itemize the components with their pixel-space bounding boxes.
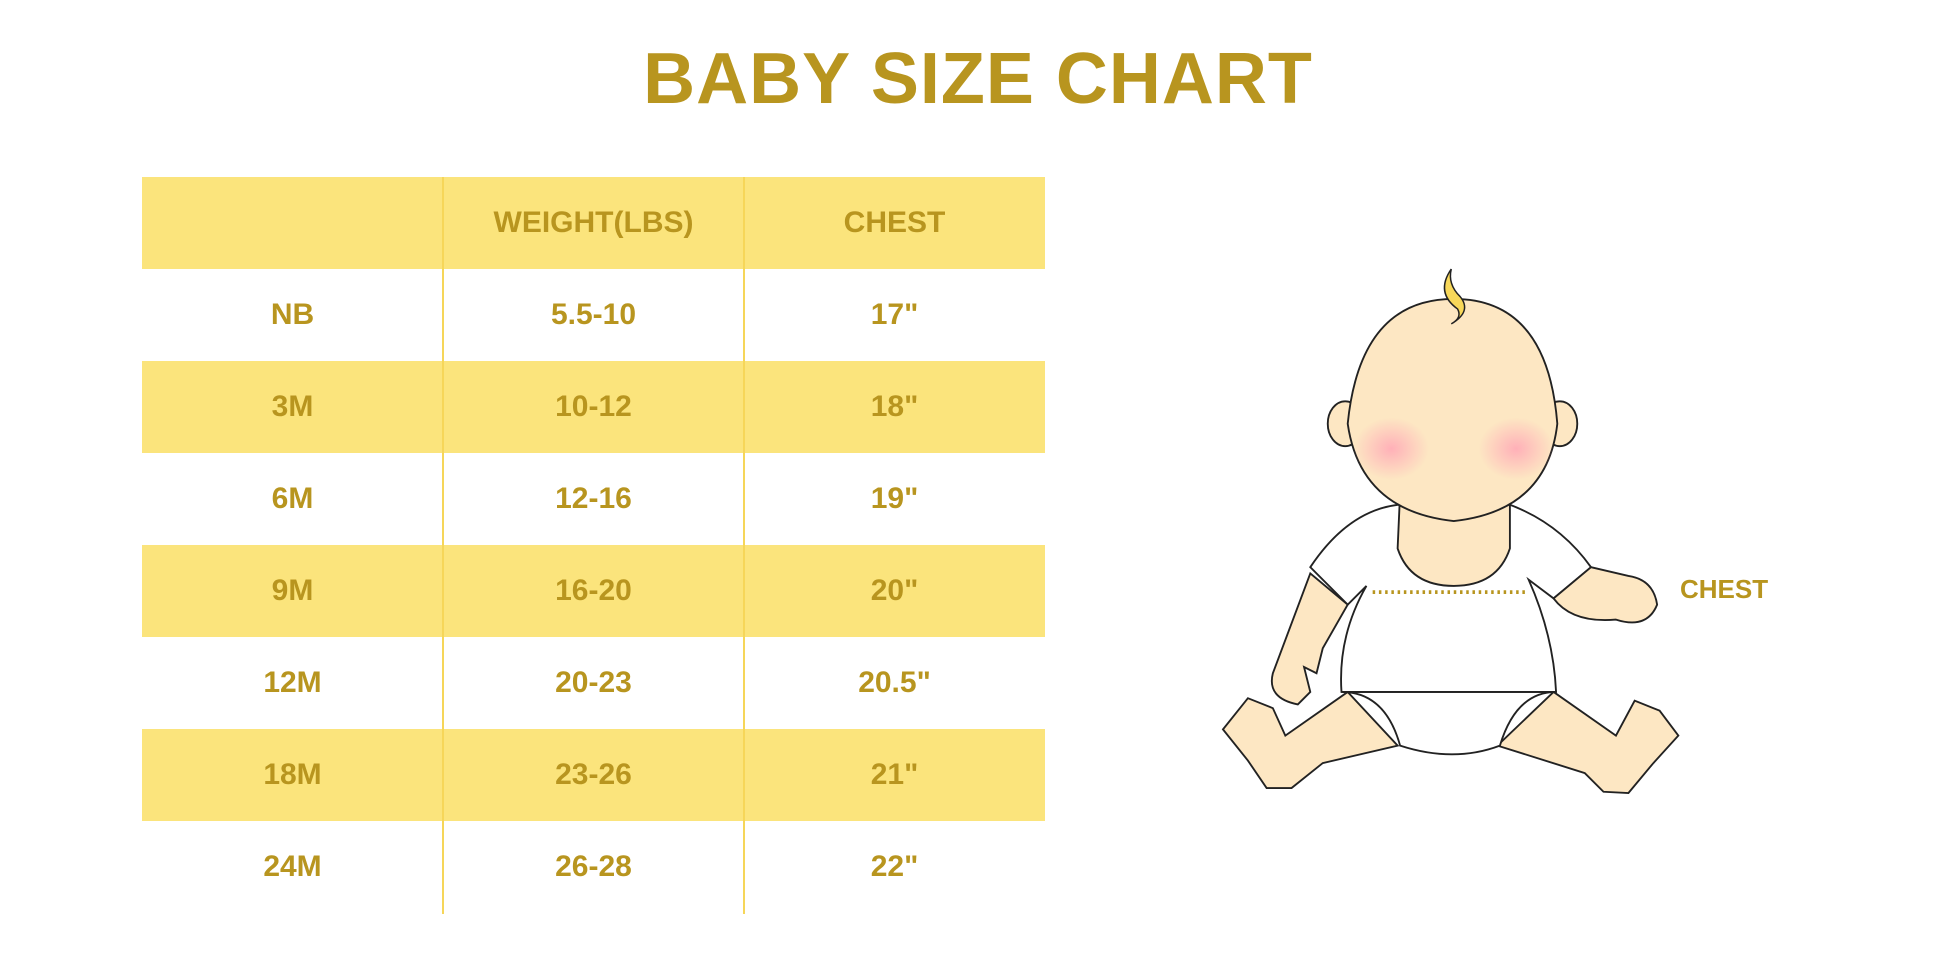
chest-cell: 20.5" <box>858 666 931 699</box>
size-cell: 12M <box>263 666 322 699</box>
chest-cell: 17" <box>870 298 919 331</box>
chest-cell: 19" <box>870 482 919 515</box>
table-row: NB 5.5-10 17" <box>142 269 1045 361</box>
baby-illustration <box>1221 268 1680 794</box>
column-divider <box>743 177 745 914</box>
size-cell: NB <box>270 298 315 331</box>
header-weight: WEIGHT(LBS) <box>493 206 694 239</box>
size-cell: 3M <box>271 390 314 423</box>
weight-cell: 23-26 <box>555 758 632 791</box>
page-title: BABY SIZE CHART <box>643 39 1313 119</box>
chest-cell: 20" <box>870 574 919 607</box>
weight-cell: 5.5-10 <box>550 298 637 331</box>
table-header-row: WEIGHT(LBS) CHEST <box>142 177 1045 269</box>
table-row: 6M 12-16 19" <box>142 453 1045 545</box>
size-cell: 18M <box>263 758 322 791</box>
table-row: 24M 26-28 22" <box>142 821 1045 913</box>
weight-cell: 20-23 <box>555 666 632 699</box>
column-divider <box>442 177 444 914</box>
weight-cell: 10-12 <box>555 390 632 423</box>
size-cell: 24M <box>263 850 322 883</box>
chest-label: CHEST <box>1680 574 1769 604</box>
size-table: WEIGHT(LBS) CHEST NB 5.5-10 17" 3M 10-12 18" 6… <box>142 177 1045 913</box>
chest-cell: 22" <box>870 850 919 883</box>
size-cell: 6M <box>271 482 314 515</box>
weight-cell: 12-16 <box>555 482 632 515</box>
size-cell: 9M <box>271 574 314 607</box>
table-row: 9M 16-20 20" <box>142 545 1045 637</box>
table-row: 3M 10-12 18" <box>142 361 1045 453</box>
table-row: 12M 20-23 20.5" <box>142 637 1045 729</box>
header-chest: CHEST <box>843 206 946 239</box>
table-row: 18M 23-26 21" <box>142 729 1045 821</box>
weight-cell: 16-20 <box>555 574 632 607</box>
chest-cell: 18" <box>870 390 919 423</box>
weight-cell: 26-28 <box>555 850 632 883</box>
chest-cell: 21" <box>870 758 919 791</box>
